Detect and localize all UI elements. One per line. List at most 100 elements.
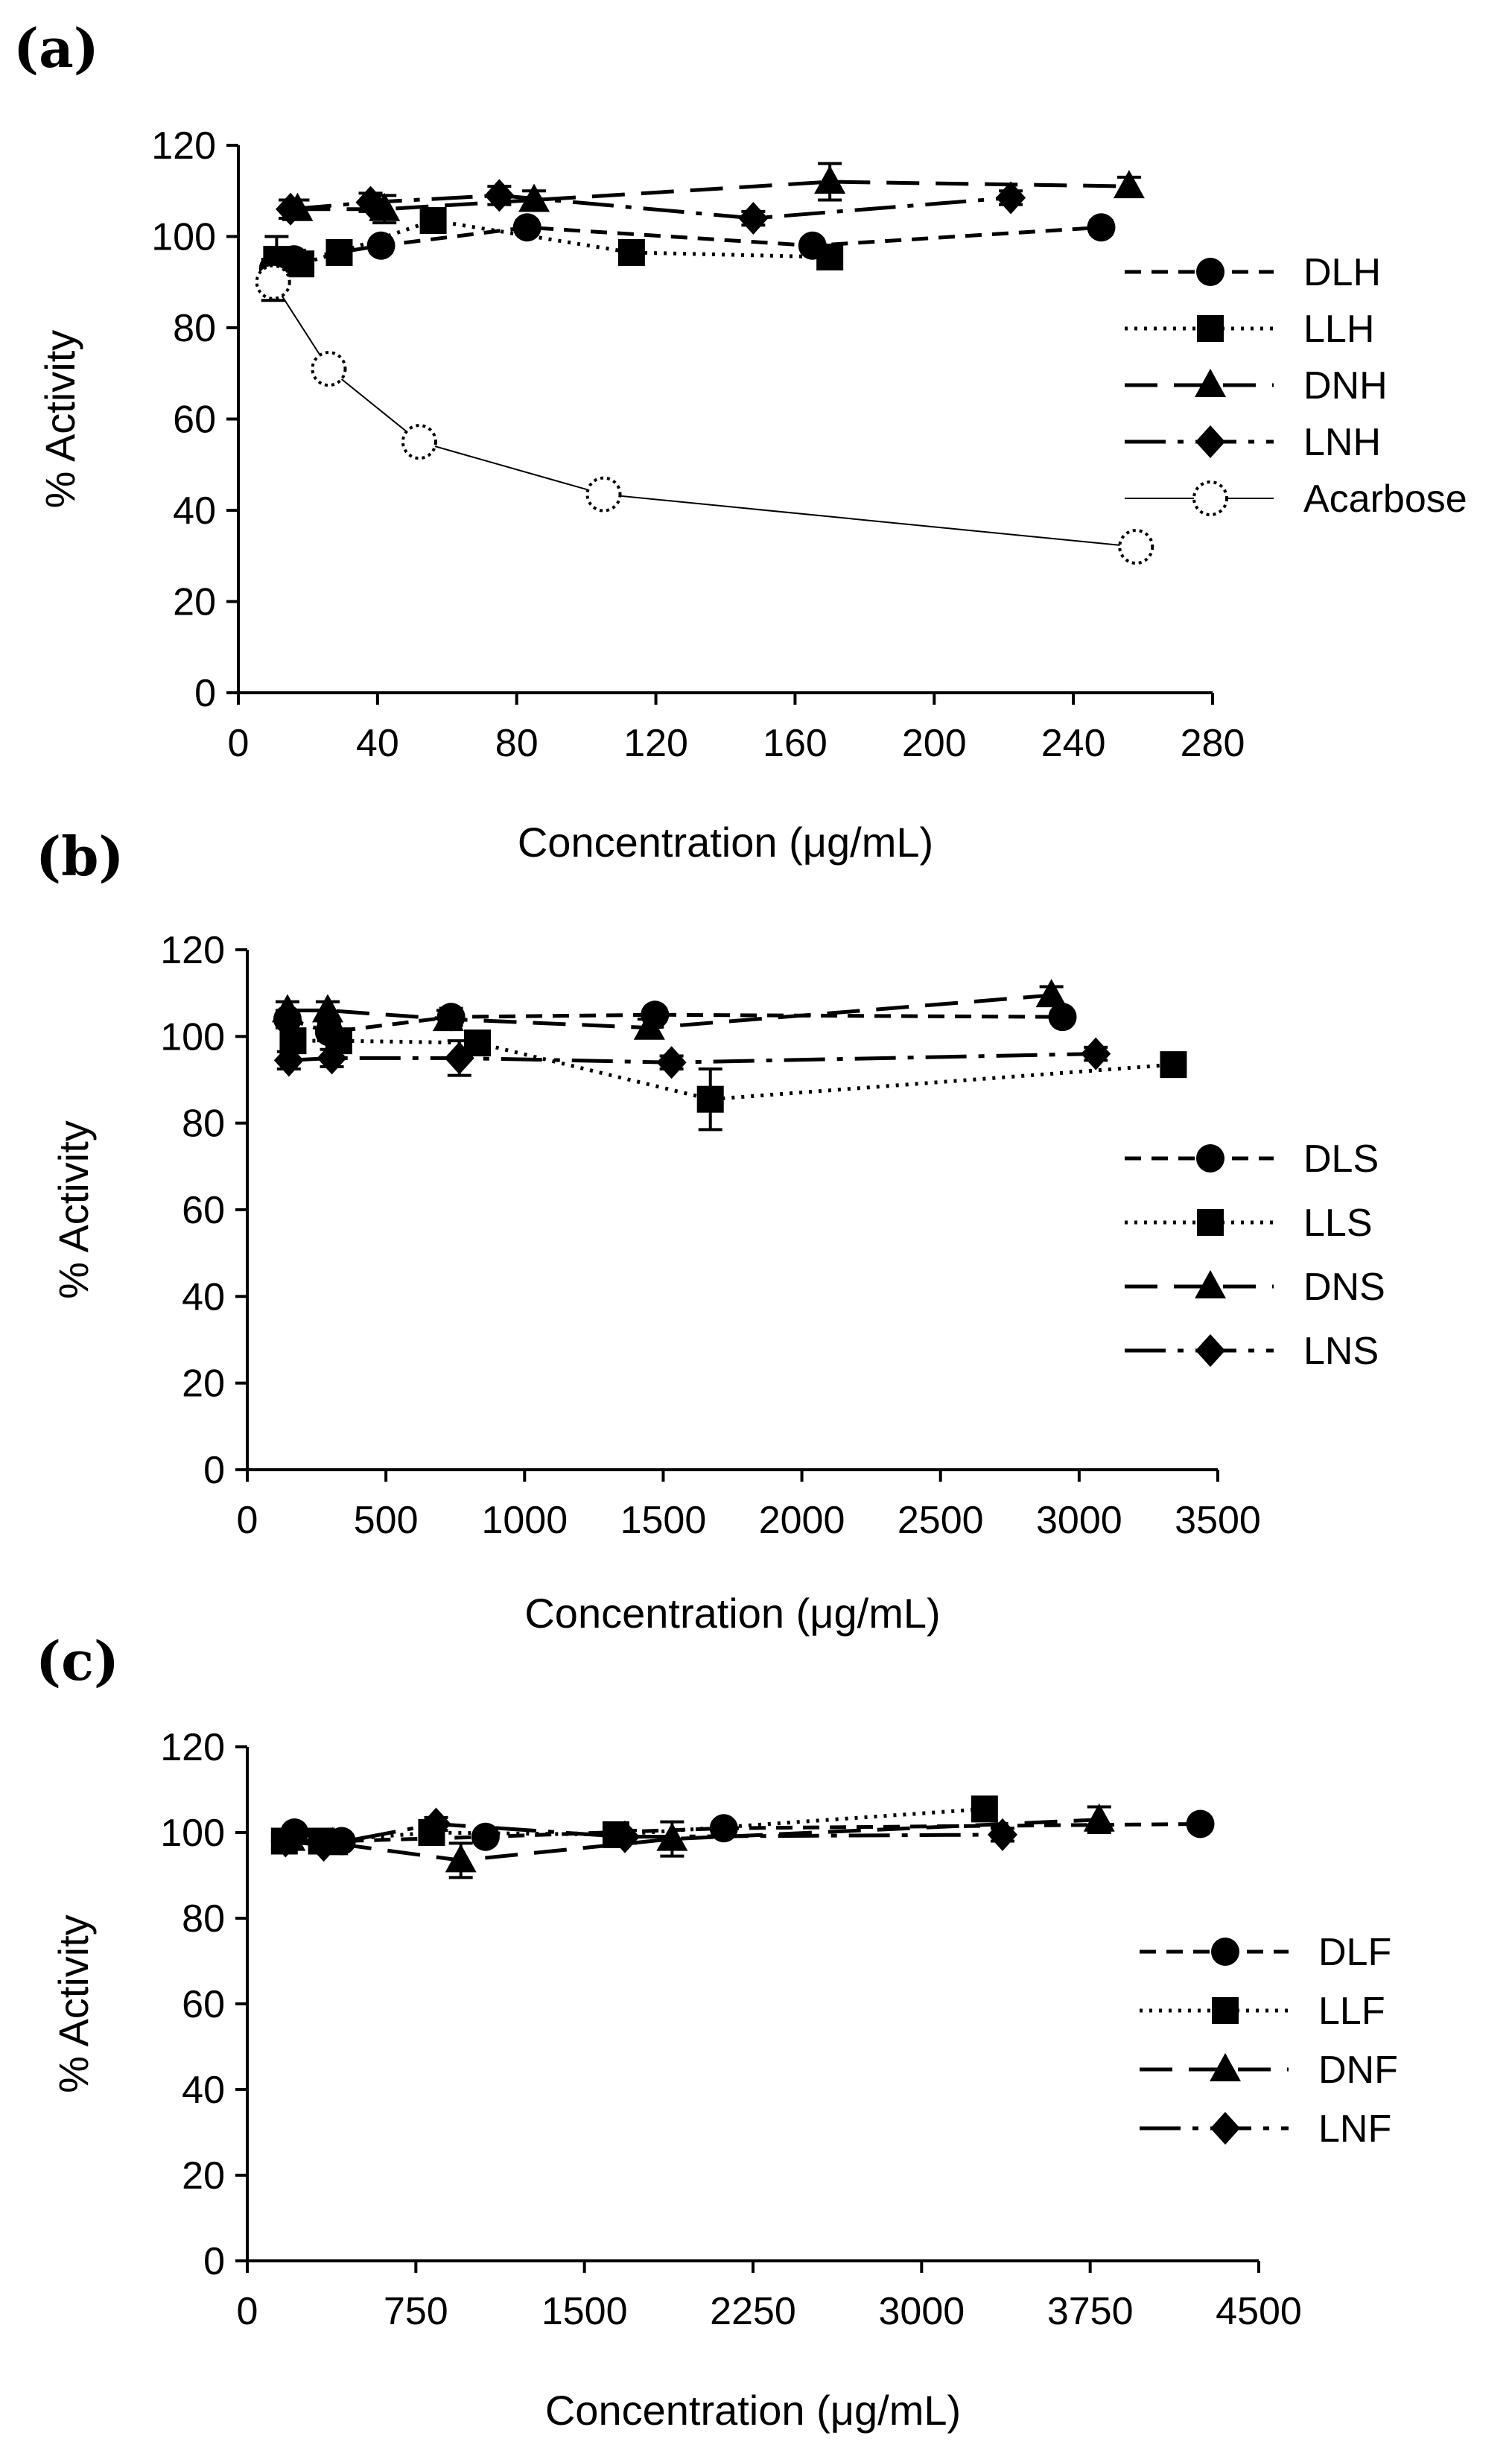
legend-label: DNH: [1303, 364, 1388, 407]
data-point: [609, 1820, 640, 1853]
x-tick-label: 2500: [898, 1499, 984, 1542]
legend: DLS LLS DNS LNS: [1125, 1138, 1385, 1373]
legend-label: DLS: [1303, 1138, 1379, 1181]
data-point: [656, 1046, 687, 1079]
data-point: [617, 238, 645, 266]
x-tick-label: 1000: [481, 1499, 568, 1542]
series-line: [290, 193, 1011, 220]
chart-panel: (b) 0 20 40 60 80 100 120 0 500 1000 1500 2000 2500 30…: [36, 825, 1385, 1637]
legend-marker: [1192, 480, 1228, 516]
panel-label: (a): [13, 16, 99, 80]
legend: DLF LLF DNF LNF: [1140, 1931, 1398, 2151]
y-tick-label: 0: [203, 1449, 225, 1492]
data-point: [814, 165, 846, 194]
data-point: [270, 1824, 301, 1858]
legend: DLH LLH DNH LNH Acarbose: [1125, 251, 1467, 521]
series-line: [272, 282, 1137, 548]
y-tick-label: 60: [182, 1189, 225, 1232]
data-point: [273, 1044, 304, 1077]
series-acarbose: [255, 262, 1154, 565]
x-tick-label: 3000: [878, 2290, 965, 2333]
legend-marker: [1195, 1334, 1225, 1367]
data-point: [366, 231, 396, 260]
data-point: [432, 1003, 464, 1032]
data-point: [585, 476, 622, 513]
data-point: [1160, 1051, 1187, 1079]
x-axis-title: Concentration (μg/mL): [545, 2387, 961, 2434]
legend-label: LNS: [1303, 1330, 1379, 1373]
x-tick-label: 3000: [1036, 1499, 1122, 1542]
x-tick-label: 2250: [710, 2290, 796, 2333]
data-point: [271, 994, 303, 1023]
legend-marker: [1210, 2112, 1240, 2145]
data-point: [1035, 979, 1067, 1008]
y-tick-label: 120: [160, 1726, 225, 1769]
y-tick-label: 40: [173, 489, 216, 533]
series-lns: [273, 1037, 1111, 1079]
y-tick-label: 80: [182, 1897, 225, 1941]
chart-panel: (c) 0 20 40 60 80 100 120 0 750 1500 2250 3000 3750 45…: [36, 1629, 1398, 2434]
x-tick-label: 1500: [620, 1499, 707, 1542]
y-tick-label: 80: [182, 1102, 225, 1146]
y-tick-label: 0: [194, 672, 216, 715]
data-point: [355, 185, 386, 219]
x-tick-label: 200: [902, 722, 967, 765]
data-point: [1118, 529, 1154, 565]
series-dns: [271, 979, 1067, 1040]
chart-panel: (a) 0 20 40 60 80 100 120 0 40 80 120 160 200 240 280 Co…: [13, 16, 1467, 866]
legend-marker: [1211, 1938, 1239, 1966]
legend-marker: [1196, 258, 1224, 286]
y-tick-label: 20: [182, 2154, 225, 2198]
data-point: [996, 181, 1026, 215]
legend-label: DLF: [1318, 1931, 1391, 1974]
data-point: [1087, 213, 1116, 242]
data-point: [445, 1844, 477, 1873]
data-point: [987, 1818, 1017, 1851]
series-lls: [279, 1027, 1187, 1132]
data-point: [696, 1085, 724, 1113]
x-tick-label: 0: [228, 722, 250, 765]
x-tick-label: 500: [354, 1499, 419, 1542]
panel-label: (c): [36, 1629, 119, 1692]
y-axis-title: % Activity: [50, 1120, 97, 1299]
data-point: [816, 244, 844, 271]
legend-marker: [1197, 1209, 1224, 1236]
x-tick-label: 4500: [1216, 2290, 1302, 2333]
x-tick-label: 0: [237, 2290, 258, 2333]
legend-label: Acarbose: [1303, 478, 1467, 521]
x-tick-label: 1500: [541, 2290, 628, 2333]
series-line: [293, 1038, 1174, 1102]
data-point: [633, 1011, 665, 1040]
legend-label: LNF: [1318, 2107, 1391, 2151]
data-point: [255, 264, 291, 300]
data-point: [317, 1041, 347, 1075]
data-point: [421, 1807, 451, 1841]
data-point: [401, 424, 437, 460]
y-axis-title: % Activity: [50, 1914, 97, 2093]
x-tick-label: 280: [1181, 722, 1245, 765]
y-tick-label: 20: [173, 581, 216, 624]
data-point: [1113, 170, 1145, 199]
series-line: [297, 180, 1129, 212]
data-point: [369, 192, 401, 221]
data-point: [484, 179, 515, 212]
legend-marker: [1195, 425, 1225, 458]
data-point: [512, 213, 541, 242]
y-tick-label: 120: [151, 124, 216, 168]
x-tick-label: 160: [763, 722, 828, 765]
data-point: [971, 1795, 998, 1823]
series-line: [288, 1052, 1096, 1065]
x-tick-label: 2000: [759, 1499, 845, 1542]
series-line: [272, 225, 1102, 270]
series-lnf: [270, 1807, 1017, 1862]
data-point: [738, 202, 769, 235]
y-tick-label: 80: [173, 307, 216, 350]
data-point: [276, 192, 306, 226]
legend-label: DLH: [1303, 251, 1381, 294]
y-tick-label: 60: [182, 1983, 225, 2026]
data-point: [1186, 1809, 1215, 1838]
series-dls: [273, 1000, 1077, 1047]
legend-marker: [1210, 2053, 1241, 2081]
legend-label: LLH: [1303, 308, 1374, 351]
legend-marker: [1196, 1144, 1224, 1173]
